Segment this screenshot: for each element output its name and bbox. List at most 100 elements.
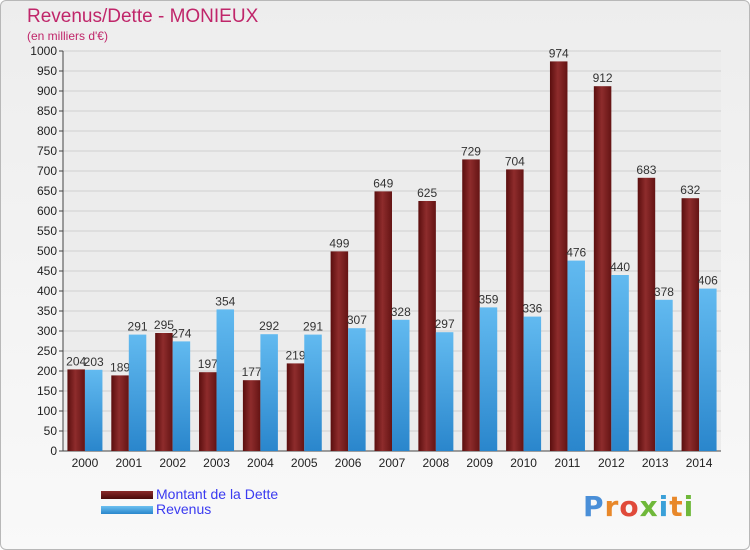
x-tick-label: 2000 (72, 456, 99, 470)
bar-revenus (392, 319, 410, 451)
bar-revenus (84, 369, 103, 451)
bar-dette (199, 372, 217, 451)
x-tick-label: 2012 (598, 456, 625, 470)
data-label-dette: 204 (66, 354, 86, 368)
bar-revenus (479, 307, 498, 451)
x-tick-label: 2011 (555, 456, 581, 470)
data-label-dette: 974 (549, 46, 569, 60)
legend-swatch-revenus (101, 506, 153, 514)
bar-dette (506, 169, 524, 451)
y-tick-label: 350 (37, 304, 57, 318)
bar-revenus (304, 334, 322, 451)
bar-dette (242, 380, 261, 451)
x-tick-label: 2005 (291, 456, 318, 470)
data-label-dette: 499 (329, 236, 349, 250)
y-tick-label: 650 (37, 184, 57, 198)
bar-dette (549, 61, 568, 452)
y-tick-label: 900 (37, 84, 57, 98)
logo-letter: P (583, 490, 605, 523)
data-label-dette: 729 (461, 144, 481, 158)
bar-dette (67, 369, 85, 451)
logo-letter: r (604, 490, 620, 523)
bar-dette (111, 375, 129, 451)
data-label-dette: 704 (505, 154, 525, 168)
y-tick-label: 200 (37, 364, 57, 378)
y-tick-label: 1000 (30, 44, 57, 58)
bar-revenus (611, 275, 629, 451)
bar-revenus (348, 328, 366, 451)
bar-dette (374, 191, 392, 451)
bar-revenus (260, 334, 278, 451)
data-label-dette: 912 (593, 71, 613, 85)
y-tick-label: 700 (37, 164, 57, 178)
chart-title: Revenus/Dette - MONIEUX (27, 6, 259, 27)
bar-revenus (128, 334, 147, 451)
logo-letter: i (658, 490, 670, 523)
y-tick-label: 800 (37, 124, 57, 138)
data-label-dette: 649 (373, 176, 393, 190)
y-tick-label: 850 (37, 104, 57, 118)
legend-label-dette: Montant de la Dette (156, 486, 279, 502)
data-label-revenus: 292 (259, 319, 279, 333)
data-label-dette: 189 (110, 360, 130, 374)
logo-letter: i (683, 490, 695, 523)
logo-letter: o (619, 490, 640, 523)
data-label-revenus: 359 (478, 292, 498, 306)
data-label-revenus: 291 (128, 320, 148, 334)
data-label-revenus: 440 (610, 260, 630, 274)
data-label-revenus: 378 (654, 285, 674, 299)
bar-revenus (172, 341, 191, 451)
bar-revenus (655, 299, 673, 451)
x-tick-label: 2004 (247, 456, 274, 470)
data-label-revenus: 328 (391, 305, 411, 319)
bar-dette (418, 201, 436, 451)
x-tick-label: 2010 (510, 456, 537, 470)
y-tick-label: 250 (37, 344, 57, 358)
x-tick-label: 2013 (642, 456, 669, 470)
y-tick-label: 150 (37, 384, 57, 398)
x-tick-label: 2007 (379, 456, 406, 470)
data-label-dette: 632 (680, 183, 700, 197)
y-tick-label: 550 (37, 224, 57, 238)
data-label-revenus: 291 (303, 320, 323, 334)
data-label-revenus: 354 (215, 294, 235, 308)
y-tick-label: 750 (37, 144, 57, 158)
data-label-revenus: 476 (566, 246, 586, 260)
y-tick-label: 100 (37, 404, 57, 418)
data-label-dette: 683 (636, 163, 656, 177)
bar-dette (593, 86, 612, 451)
data-label-dette: 625 (417, 186, 437, 200)
y-tick-label: 0 (50, 444, 57, 458)
x-tick-label: 2006 (335, 456, 362, 470)
bar-dette (286, 363, 305, 451)
data-label-dette: 219 (286, 348, 306, 362)
bar-revenus (435, 332, 454, 451)
y-tick-label: 500 (37, 244, 57, 258)
x-tick-label: 2014 (686, 456, 713, 470)
logo-letter: t (669, 490, 684, 523)
y-tick-label: 400 (37, 284, 57, 298)
legend-label-revenus: Revenus (156, 501, 212, 517)
bar-revenus (567, 260, 585, 451)
legend-swatch-dette (101, 491, 153, 499)
y-tick-label: 50 (44, 424, 58, 438)
data-label-dette: 177 (242, 365, 262, 379)
data-label-revenus: 336 (522, 302, 542, 316)
x-tick-label: 2009 (466, 456, 493, 470)
data-label-revenus: 406 (698, 274, 718, 288)
logo-letter: x (639, 490, 659, 523)
y-tick-label: 950 (37, 64, 57, 78)
bar-revenus (699, 288, 717, 451)
bar-revenus (216, 309, 235, 451)
bar-dette (637, 177, 656, 452)
data-label-revenus: 297 (435, 317, 455, 331)
bar-dette (681, 198, 700, 451)
data-label-revenus: 274 (171, 326, 191, 340)
bar-dette (155, 333, 173, 451)
chart-subtitle: (en milliers d'€) (27, 29, 108, 43)
bar-revenus (523, 316, 542, 451)
y-tick-label: 300 (37, 324, 57, 338)
data-label-dette: 295 (154, 318, 174, 332)
